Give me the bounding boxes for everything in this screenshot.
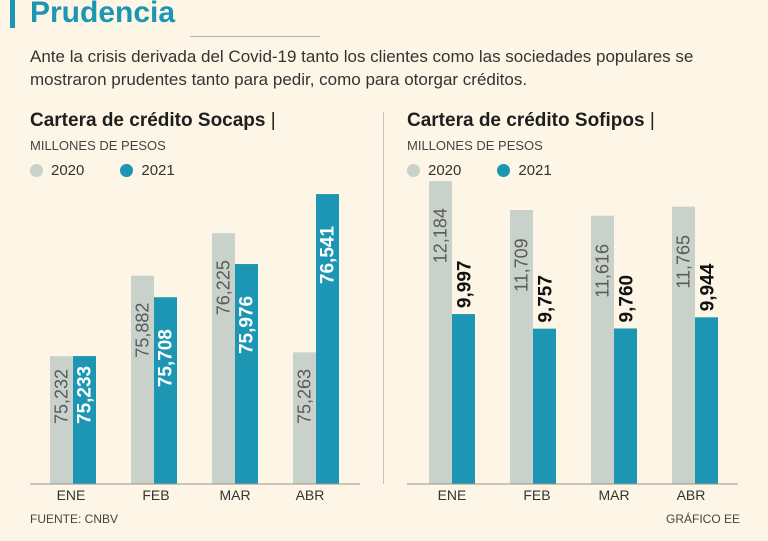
tick-label-ene: ENE	[57, 487, 86, 503]
value-label-2021-feb: 9,757	[536, 275, 557, 323]
value-label-2020-ene: 12,184	[431, 208, 451, 263]
legend-label-2021: 2021	[518, 162, 552, 179]
legend-item-2021: 2021	[120, 162, 175, 179]
value-label-2020-mar: 76,225	[214, 260, 234, 315]
bar-2020-ene	[50, 356, 73, 484]
panel-divider	[383, 112, 384, 484]
source-note: FUENTE: CNBV	[30, 512, 119, 526]
page-title: Prudencia	[30, 0, 176, 29]
legend-swatch-2020	[407, 164, 420, 177]
subtitle: Ante la crisis derivada del Covid-19 tan…	[30, 47, 694, 89]
bar-2020-ene	[429, 181, 452, 484]
chart-title-sofipos: Cartera de crédito Sofipos |	[407, 110, 655, 132]
value-label-2021-abr: 76,541	[318, 226, 339, 285]
unit-label-sofipos: MILLONES DE PESOS	[407, 138, 543, 153]
bar-2021-feb	[533, 328, 556, 484]
bar-2020-abr	[672, 206, 695, 484]
tick-label-feb: FEB	[142, 487, 169, 503]
legend-socaps: 2020 2021	[30, 162, 211, 179]
bar-2021-ene	[73, 356, 96, 484]
tick-label-abr: ABR	[296, 487, 325, 503]
value-label-2020-abr: 75,263	[295, 369, 315, 424]
tick-label-mar: MAR	[598, 487, 629, 503]
value-label-2020-abr: 11,765	[674, 235, 694, 289]
legend-item-2020: 2020	[30, 162, 84, 179]
legend-label-2020: 2020	[428, 162, 462, 179]
bar-2021-mar	[235, 264, 258, 484]
chart-title-text: Cartera de crédito Sofipos	[407, 110, 645, 131]
bar-2021-mar	[614, 328, 637, 484]
value-label-2020-feb: 75,882	[133, 303, 153, 358]
title-separator: |	[649, 110, 655, 131]
legend-swatch-2021	[497, 164, 511, 177]
legend-label-2020: 2020	[51, 162, 85, 179]
value-label-2020-ene: 75,232	[52, 369, 72, 424]
title-rule	[190, 36, 320, 37]
value-label-2021-feb: 75,708	[156, 329, 177, 387]
legend-sofipos: 2020 2021	[407, 162, 588, 179]
tick-label-mar: MAR	[219, 487, 250, 503]
legend-swatch-2020	[30, 164, 43, 177]
bar-2021-abr	[695, 317, 718, 484]
legend-swatch-2021	[120, 164, 134, 177]
legend-item-2020: 2020	[407, 162, 461, 179]
graphic-credit: GRÁFICO EE	[666, 512, 741, 526]
tick-label-feb: FEB	[523, 487, 550, 503]
value-label-2021-abr: 9,944	[698, 263, 719, 311]
value-label-2020-feb: 11,709	[512, 238, 532, 292]
bar-2020-feb	[510, 210, 533, 484]
value-label-2020-mar: 11,616	[593, 244, 613, 298]
bar-2020-feb	[131, 275, 154, 484]
legend-label-2021: 2021	[141, 162, 175, 179]
bar-2021-ene	[452, 314, 475, 484]
title-separator: |	[270, 110, 276, 131]
unit-label-socaps: MILLONES DE PESOS	[30, 138, 166, 153]
bar-2021-feb	[154, 297, 177, 484]
chart-title-text: Cartera de crédito Socaps	[30, 110, 266, 131]
bar-2020-mar	[591, 215, 614, 485]
value-label-2021-mar: 75,976	[237, 296, 258, 354]
value-label-2021-ene: 9,997	[455, 261, 476, 309]
value-label-2021-ene: 75,233	[75, 366, 96, 424]
title-accent-bar	[10, 0, 15, 28]
tick-label-abr: ABR	[677, 487, 706, 503]
bar-2021-abr	[316, 194, 339, 484]
legend-item-2021: 2021	[497, 162, 552, 179]
tick-label-ene: ENE	[438, 487, 467, 503]
bar-2020-mar	[212, 233, 235, 484]
chart-title-socaps: Cartera de crédito Socaps |	[30, 110, 276, 132]
bar-2020-abr	[293, 352, 316, 484]
value-label-2021-mar: 9,760	[617, 275, 638, 323]
